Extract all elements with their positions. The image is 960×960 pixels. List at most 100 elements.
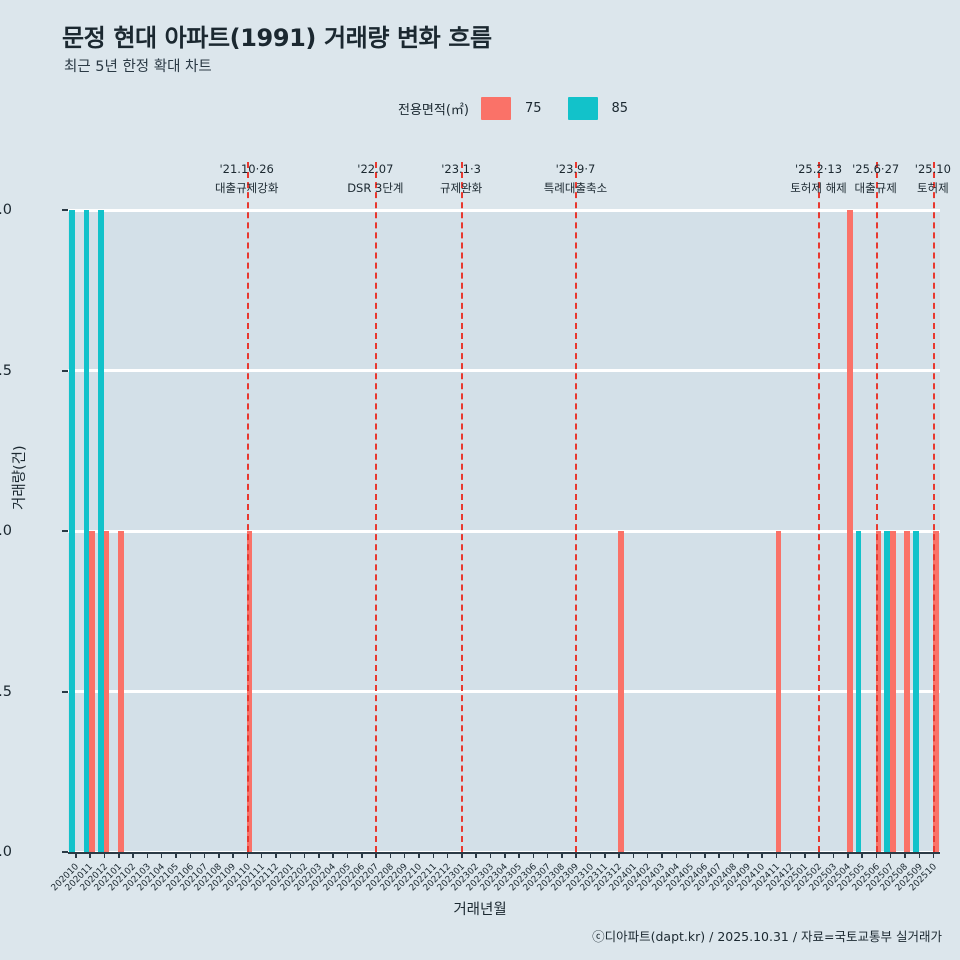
- x-axis-tickmark: [318, 852, 320, 858]
- event-date: '21.10·26: [219, 162, 274, 176]
- x-axis-tickmark: [275, 852, 277, 858]
- event-label: 토허제 해제: [790, 181, 847, 195]
- bar: [246, 531, 253, 852]
- page-title: 문정 현대 아파트(1991) 거래량 변화 흐름: [62, 24, 492, 52]
- y-axis-tickmark: [62, 690, 68, 693]
- chart-legend: 전용면적(㎡) 75 85: [398, 95, 628, 121]
- x-axis-tickmark: [232, 852, 234, 858]
- x-axis-tickmark: [403, 852, 406, 858]
- event-marker-line: [875, 162, 878, 852]
- gridline: [68, 369, 940, 372]
- x-axis-tickmark: [103, 852, 106, 858]
- x-axis-tickmark: [704, 852, 706, 858]
- x-axis-spine: [68, 852, 940, 854]
- event-date: '23.9·7: [555, 162, 596, 176]
- x-axis-tickmark: [532, 852, 535, 858]
- plot-area: [68, 208, 940, 854]
- x-axis-tickmark: [575, 852, 577, 858]
- y-axis-tick: 1.5: [0, 362, 12, 379]
- bar: [89, 531, 96, 852]
- y-axis-tick: 0.5: [0, 683, 12, 700]
- bar: [98, 210, 104, 852]
- event-date: '25.2·13: [794, 162, 843, 176]
- x-axis-tickmark: [875, 852, 878, 858]
- event-date: '25.10: [914, 162, 951, 176]
- event-annotation: '25.6·27 대출규제: [852, 160, 899, 198]
- bar: [884, 531, 890, 852]
- bar: [69, 210, 76, 852]
- legend-label-75: 75: [524, 100, 542, 116]
- event-marker-line: [818, 162, 821, 852]
- x-axis-tickmark: [475, 852, 477, 858]
- event-label: 토허제: [916, 181, 949, 195]
- x-axis-tickmark: [789, 852, 792, 858]
- x-axis-tickmark: [661, 852, 663, 858]
- bar: [118, 531, 124, 852]
- event-label: 규제완화: [439, 181, 483, 195]
- event-annotation: '25.2·13 토허제 해제: [790, 160, 847, 198]
- gridline: [68, 690, 940, 693]
- y-axis-tickmark: [62, 851, 68, 853]
- gridline: [68, 529, 940, 533]
- x-axis-tickmark: [175, 852, 177, 858]
- x-axis-tickmark: [303, 852, 306, 858]
- x-axis-tickmark: [246, 852, 249, 858]
- y-axis-tickmark: [62, 530, 68, 532]
- bar: [847, 210, 853, 852]
- bar: [775, 531, 782, 852]
- event-label: DSR 3단계: [347, 181, 404, 195]
- x-axis-tickmark: [189, 852, 191, 858]
- event-date: '22.07: [357, 162, 394, 176]
- bar: [875, 531, 882, 852]
- x-axis-tickmark: [132, 852, 134, 858]
- event-label: 대출규제강화: [214, 181, 279, 195]
- x-axis-tickmark: [89, 852, 91, 858]
- x-axis-tickmark: [561, 852, 563, 858]
- x-axis-tickmark: [446, 852, 449, 858]
- x-axis-tickmark: [389, 852, 392, 858]
- y-axis-tick: 0.0: [0, 844, 12, 860]
- x-axis-tickmark: [861, 852, 863, 858]
- event-marker-line: [375, 162, 378, 852]
- x-axis-tickmark: [761, 852, 763, 858]
- y-axis-tickmark: [62, 369, 68, 372]
- event-marker-line: [575, 162, 578, 852]
- x-axis-tickmark: [589, 852, 592, 858]
- x-axis-tickmark: [632, 852, 635, 858]
- bar: [103, 531, 110, 852]
- bar: [83, 210, 90, 852]
- x-axis-tickmark: [260, 852, 263, 858]
- x-axis-tickmark: [203, 852, 206, 858]
- x-axis-tickmark: [675, 852, 678, 858]
- y-axis-tickmark: [62, 209, 68, 211]
- event-label: 대출규제: [854, 181, 897, 195]
- x-axis-tickmark: [932, 852, 935, 858]
- x-axis-tickmark: [418, 852, 420, 858]
- chart-footer: ⓒ디아파트(dapt.kr) / 2025.10.31 / 자료=국토교통부 실…: [592, 929, 942, 944]
- x-axis-tickmark: [775, 852, 778, 858]
- x-axis-tickmark: [847, 852, 849, 858]
- x-axis-tickmark: [432, 852, 435, 858]
- event-date: '23.1·3: [441, 162, 481, 176]
- bar: [912, 531, 919, 852]
- x-axis-tickmark: [618, 852, 620, 858]
- x-axis-tickmark: [889, 852, 892, 858]
- x-axis-tickmark: [718, 852, 720, 858]
- gridline: [68, 208, 940, 212]
- x-axis-tickmark: [75, 852, 77, 858]
- x-axis-tickmark: [546, 852, 549, 858]
- x-axis-tickmark: [904, 852, 906, 858]
- x-axis-tickmark: [747, 852, 749, 858]
- event-marker-line: [932, 162, 935, 852]
- bar: [904, 531, 910, 852]
- x-axis-tickmark: [489, 852, 492, 858]
- x-axis-tickmark: [646, 852, 649, 858]
- event-marker-line: [461, 162, 464, 852]
- x-axis-tickmark: [818, 852, 820, 858]
- x-axis-tickmark: [332, 852, 334, 858]
- legend-swatch-85: [567, 96, 598, 120]
- legend-swatch-75: [480, 96, 511, 120]
- x-axis-tickmark: [361, 852, 363, 858]
- x-axis-tickmark: [732, 852, 735, 858]
